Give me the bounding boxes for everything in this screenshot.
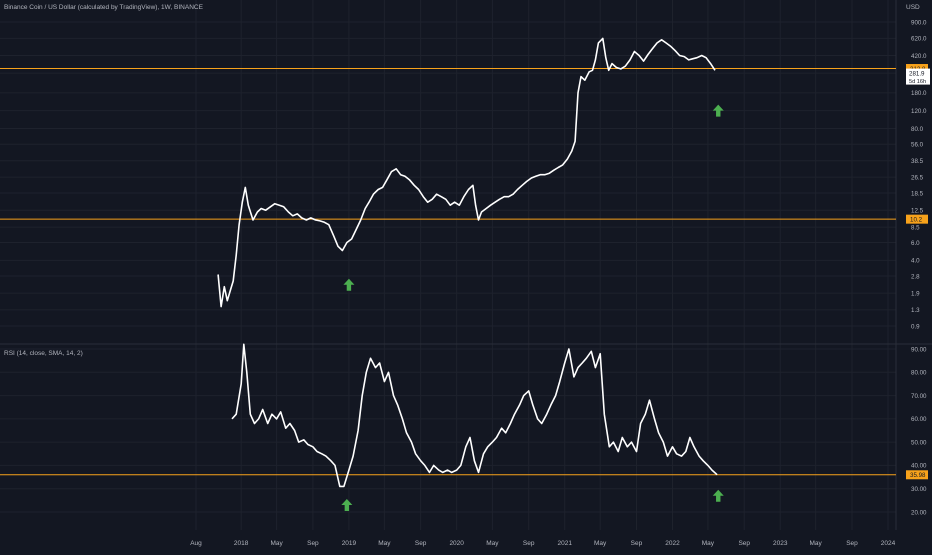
price-tick-label: 180.0 (911, 90, 927, 97)
up-arrow-icon (712, 489, 724, 502)
up-arrow-icon (712, 104, 724, 117)
time-tick-label: Sep (415, 540, 427, 547)
countdown-label: 5d 16h (909, 79, 926, 85)
price-tick-label: 8.5 (911, 224, 920, 231)
price-tick-label: 12.5 (911, 208, 924, 215)
rsi-tick-label: 60.00 (911, 416, 927, 423)
rsi-series-line (231, 343, 718, 488)
currency-label: USD (906, 4, 920, 11)
price-tick-label: 420.0 (911, 53, 927, 60)
time-tick-label: 2023 (773, 540, 788, 547)
level-lines-layer (0, 68, 896, 476)
price-tick-label: 26.5 (911, 174, 924, 181)
time-tick-label: May (702, 540, 715, 547)
symbol-title: Binance Coin / US Dollar (calculated by … (4, 4, 204, 11)
last-price-badge (906, 68, 930, 85)
time-tick-label: Sep (631, 540, 643, 547)
rsi-tick-label: 80.00 (911, 370, 927, 377)
price-tick-label: 4.0 (911, 258, 920, 265)
rsi-tick-label: 90.00 (911, 346, 927, 353)
time-tick-label: Sep (738, 540, 750, 547)
rsi-level-badge (906, 470, 928, 480)
time-tick-label: Sep (307, 540, 319, 547)
time-tick-label: Sep (523, 540, 535, 547)
time-tick-label: 2019 (342, 540, 357, 547)
up-arrow-icon (341, 499, 353, 512)
rsi-tick-label: 70.00 (911, 393, 927, 400)
time-axis[interactable]: Aug 2018 May Sep 2019 May Sep 2020 May Sep 2021 May… (190, 540, 895, 547)
price-tick-label: 18.5 (911, 190, 924, 197)
price-tick-label: 2.8 (911, 273, 920, 280)
rsi-tick-label: 40.00 (911, 463, 927, 470)
price-series-line (217, 37, 716, 308)
last-price-label: 281.9 (909, 70, 925, 77)
price-tick-label: 38.5 (911, 158, 924, 165)
time-tick-label: 2022 (665, 540, 680, 547)
time-tick-label: Sep (846, 540, 858, 547)
price-tick-label: 1.9 (911, 290, 920, 297)
rsi-level-badge-label: 35.98 (910, 472, 926, 479)
price-tick-label: 900.0 (911, 19, 927, 26)
price-tick-label: 120.0 (911, 108, 927, 115)
price-level-badge-label: 10.2 (910, 216, 923, 223)
rsi-tick-label: 20.00 (911, 509, 927, 516)
time-tick-label: May (810, 540, 823, 547)
price-level-badge (906, 214, 928, 224)
arrows-layer (341, 104, 724, 512)
rsi-axis[interactable]: 90.00 80.00 70.00 60.00 50.00 40.00 30.00 20.00 (911, 346, 927, 516)
rsi-tick-label: 30.00 (911, 486, 927, 493)
price-tick-label: 80.0 (911, 126, 924, 133)
rsi-tick-label: 50.00 (911, 439, 927, 446)
price-tick-label: 0.9 (911, 323, 920, 330)
time-tick-label: 2024 (881, 540, 896, 547)
grid-layer (0, 0, 896, 530)
price-tick-label: 620.0 (911, 36, 927, 43)
price-level-badge (906, 64, 928, 74)
time-tick-label: 2020 (449, 540, 464, 547)
price-tick-label: 56.0 (911, 142, 924, 149)
rsi-indicator-title: RSI (14, close, SMA, 14, 2) (4, 350, 83, 357)
time-tick-label: May (594, 540, 607, 547)
price-tick-label: 1.3 (911, 307, 920, 314)
time-tick-label: 2021 (557, 540, 572, 547)
time-tick-label: May (486, 540, 499, 547)
up-arrow-icon (343, 278, 355, 291)
time-tick-label: May (270, 540, 283, 547)
time-tick-label: Aug (190, 540, 202, 547)
price-tick-label: 6.0 (911, 240, 920, 247)
time-tick-label: May (378, 540, 391, 547)
time-tick-label: 2018 (234, 540, 249, 547)
